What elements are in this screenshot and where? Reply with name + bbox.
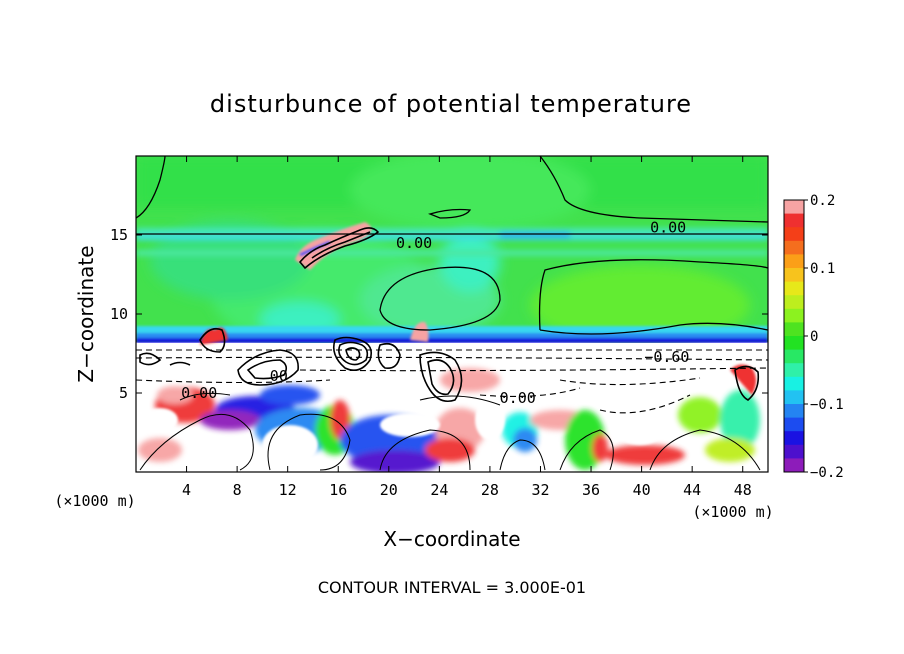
colorbar xyxy=(784,200,804,473)
colorbar-swatch xyxy=(784,404,804,419)
x-tick-label: 36 xyxy=(582,481,600,499)
colorbar-swatch xyxy=(784,254,804,269)
x-tick-label: 32 xyxy=(531,481,549,499)
x-tick-label: 44 xyxy=(683,481,701,499)
colorbar-swatch xyxy=(784,390,804,405)
colorbar-swatch xyxy=(784,363,804,378)
colorbar-tick-label: 0 xyxy=(810,329,818,345)
x-unit-label: (×1000 m) xyxy=(54,492,135,510)
colorbar-tick-label: 0.2 xyxy=(810,193,835,209)
colorbar-swatch xyxy=(784,308,804,323)
colorbar-swatch xyxy=(784,240,804,255)
colorbar-tick-label: −0.2 xyxy=(810,465,844,481)
colorbar-tick-label: 0.1 xyxy=(810,261,835,277)
colorbar-swatch xyxy=(784,322,804,337)
plot-area: 0.00 0.00 −0.60 0.00 0.00 00 xyxy=(136,156,768,472)
colorbar-swatch xyxy=(784,431,804,446)
colorbar-swatch xyxy=(784,281,804,296)
z-tick-label: 15 xyxy=(110,226,128,244)
x-tick-label: 24 xyxy=(430,481,448,499)
colorbar-swatch xyxy=(784,458,804,473)
contour-label: 0.00 xyxy=(650,218,686,236)
colorbar-swatch xyxy=(784,417,804,432)
contour-label: −0.60 xyxy=(644,348,689,366)
colorbar-swatch xyxy=(784,336,804,351)
contour-labels: 0.00 0.00 −0.60 0.00 0.00 00 xyxy=(181,218,689,407)
contour-label: 00 xyxy=(270,367,288,385)
contour-label: 0.00 xyxy=(396,234,432,252)
z-axis: 5 10 15 xyxy=(110,226,768,402)
colorbar-swatch xyxy=(784,200,804,215)
x-tick-label: 8 xyxy=(233,481,242,499)
x-tick-label: 12 xyxy=(279,481,297,499)
contour-interval-note: CONTOUR INTERVAL = 3.000E-01 xyxy=(318,578,586,597)
colorbar-swatch xyxy=(784,227,804,242)
colorbar-swatch xyxy=(784,295,804,310)
colorbar-ticks: 0.2 0.1 0 −0.1 −0.2 xyxy=(804,193,844,481)
contour-label: 0.00 xyxy=(181,384,217,402)
x-tick-label: 16 xyxy=(329,481,347,499)
x-axis-label: X−coordinate xyxy=(383,527,520,551)
z-tick-label: 5 xyxy=(119,384,128,402)
z-unit-label: (×1000 m) xyxy=(692,503,773,521)
contour-label: 0.00 xyxy=(500,389,536,407)
x-tick-label: 4 xyxy=(182,481,191,499)
x-axis: 4 8 12 16 20 24 28 32 36 40 44 48 xyxy=(182,156,752,499)
colorbar-swatch xyxy=(784,444,804,459)
colorbar-swatch xyxy=(784,213,804,228)
x-tick-label: 20 xyxy=(380,481,398,499)
colorbar-tick-label: −0.1 xyxy=(810,397,844,413)
x-tick-label: 28 xyxy=(481,481,499,499)
colorbar-swatch xyxy=(784,268,804,283)
x-tick-label: 48 xyxy=(734,481,752,499)
colorbar-swatch xyxy=(784,349,804,364)
colorbar-swatch xyxy=(784,376,804,391)
x-tick-label: 40 xyxy=(633,481,651,499)
y-axis-label: Z−coordinate xyxy=(74,245,98,382)
z-tick-label: 10 xyxy=(110,305,128,323)
chart-title: disturbunce of potential temperature xyxy=(210,90,692,118)
